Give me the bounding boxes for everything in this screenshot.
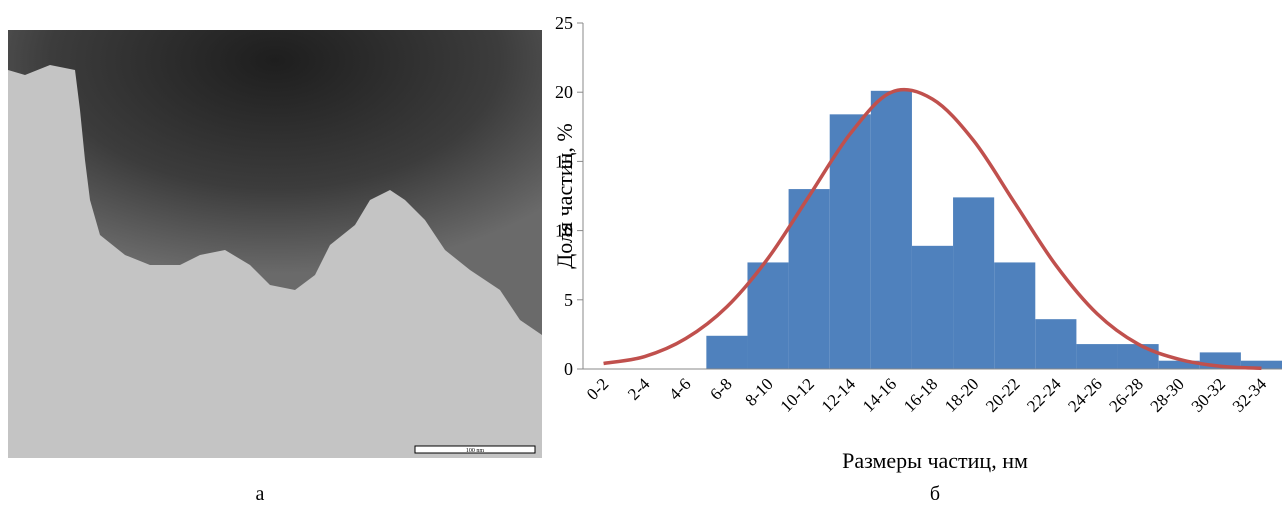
panel-label: а bbox=[256, 483, 265, 505]
y-tick-label: 25 bbox=[555, 13, 573, 33]
bar bbox=[1158, 360, 1200, 369]
y-tick-label: 5 bbox=[564, 290, 573, 310]
y-tick-label: 10 bbox=[555, 221, 573, 241]
x-tick-label: 26-28 bbox=[1105, 374, 1146, 415]
bar bbox=[911, 245, 954, 369]
x-axis-title: Размеры частиц, нм bbox=[842, 448, 1028, 473]
scale-bar bbox=[414, 445, 536, 454]
bar bbox=[1117, 344, 1159, 369]
plot: 0 5 10 15 20 25 0-2 2-4 4-6 6-8 8-10 10-12 12-14 14-1… bbox=[555, 13, 1282, 416]
tem-image: 100 nm bbox=[8, 30, 542, 458]
x-tick-label: 6-8 bbox=[706, 374, 735, 403]
x-tick-label: 20-22 bbox=[982, 374, 1023, 415]
x-tick-label: 16-18 bbox=[900, 374, 941, 415]
x-tick-label: 4-6 bbox=[665, 374, 694, 403]
bar bbox=[829, 114, 871, 370]
x-tick-label: 32-34 bbox=[1229, 374, 1271, 416]
y-tick-label: 15 bbox=[555, 151, 573, 171]
bar bbox=[747, 262, 789, 369]
x-tick-label: 8-10 bbox=[741, 374, 776, 409]
x-tick-label: 10-12 bbox=[776, 374, 817, 415]
particle-cluster bbox=[8, 30, 542, 335]
x-tick-label: 2-4 bbox=[624, 374, 654, 404]
bar bbox=[1035, 319, 1077, 369]
x-tick-label: 18-20 bbox=[941, 374, 982, 415]
x-tick-label: 30-32 bbox=[1188, 374, 1229, 415]
x-tick-label: 14-16 bbox=[859, 374, 900, 415]
bar bbox=[706, 335, 748, 369]
bar bbox=[1076, 344, 1118, 369]
x-tick-label: 12-14 bbox=[818, 374, 860, 416]
y-axis-title: Доля частиц, % bbox=[552, 123, 577, 268]
panel-label: б bbox=[930, 483, 940, 505]
y-tick-label: 0 bbox=[564, 359, 573, 379]
x-tick-label: 28-30 bbox=[1147, 374, 1188, 415]
y-tick-label: 20 bbox=[555, 82, 573, 102]
bar bbox=[994, 262, 1036, 369]
x-tick-label: 0-2 bbox=[583, 374, 612, 403]
bar bbox=[870, 90, 912, 369]
fit-curve bbox=[603, 87, 1262, 371]
bar bbox=[953, 197, 995, 369]
x-tick-label: 24-26 bbox=[1064, 374, 1105, 415]
x-tick-label: 22-24 bbox=[1023, 374, 1065, 416]
scale-bar-label: 100 nm bbox=[466, 448, 485, 454]
bar bbox=[1240, 360, 1282, 369]
